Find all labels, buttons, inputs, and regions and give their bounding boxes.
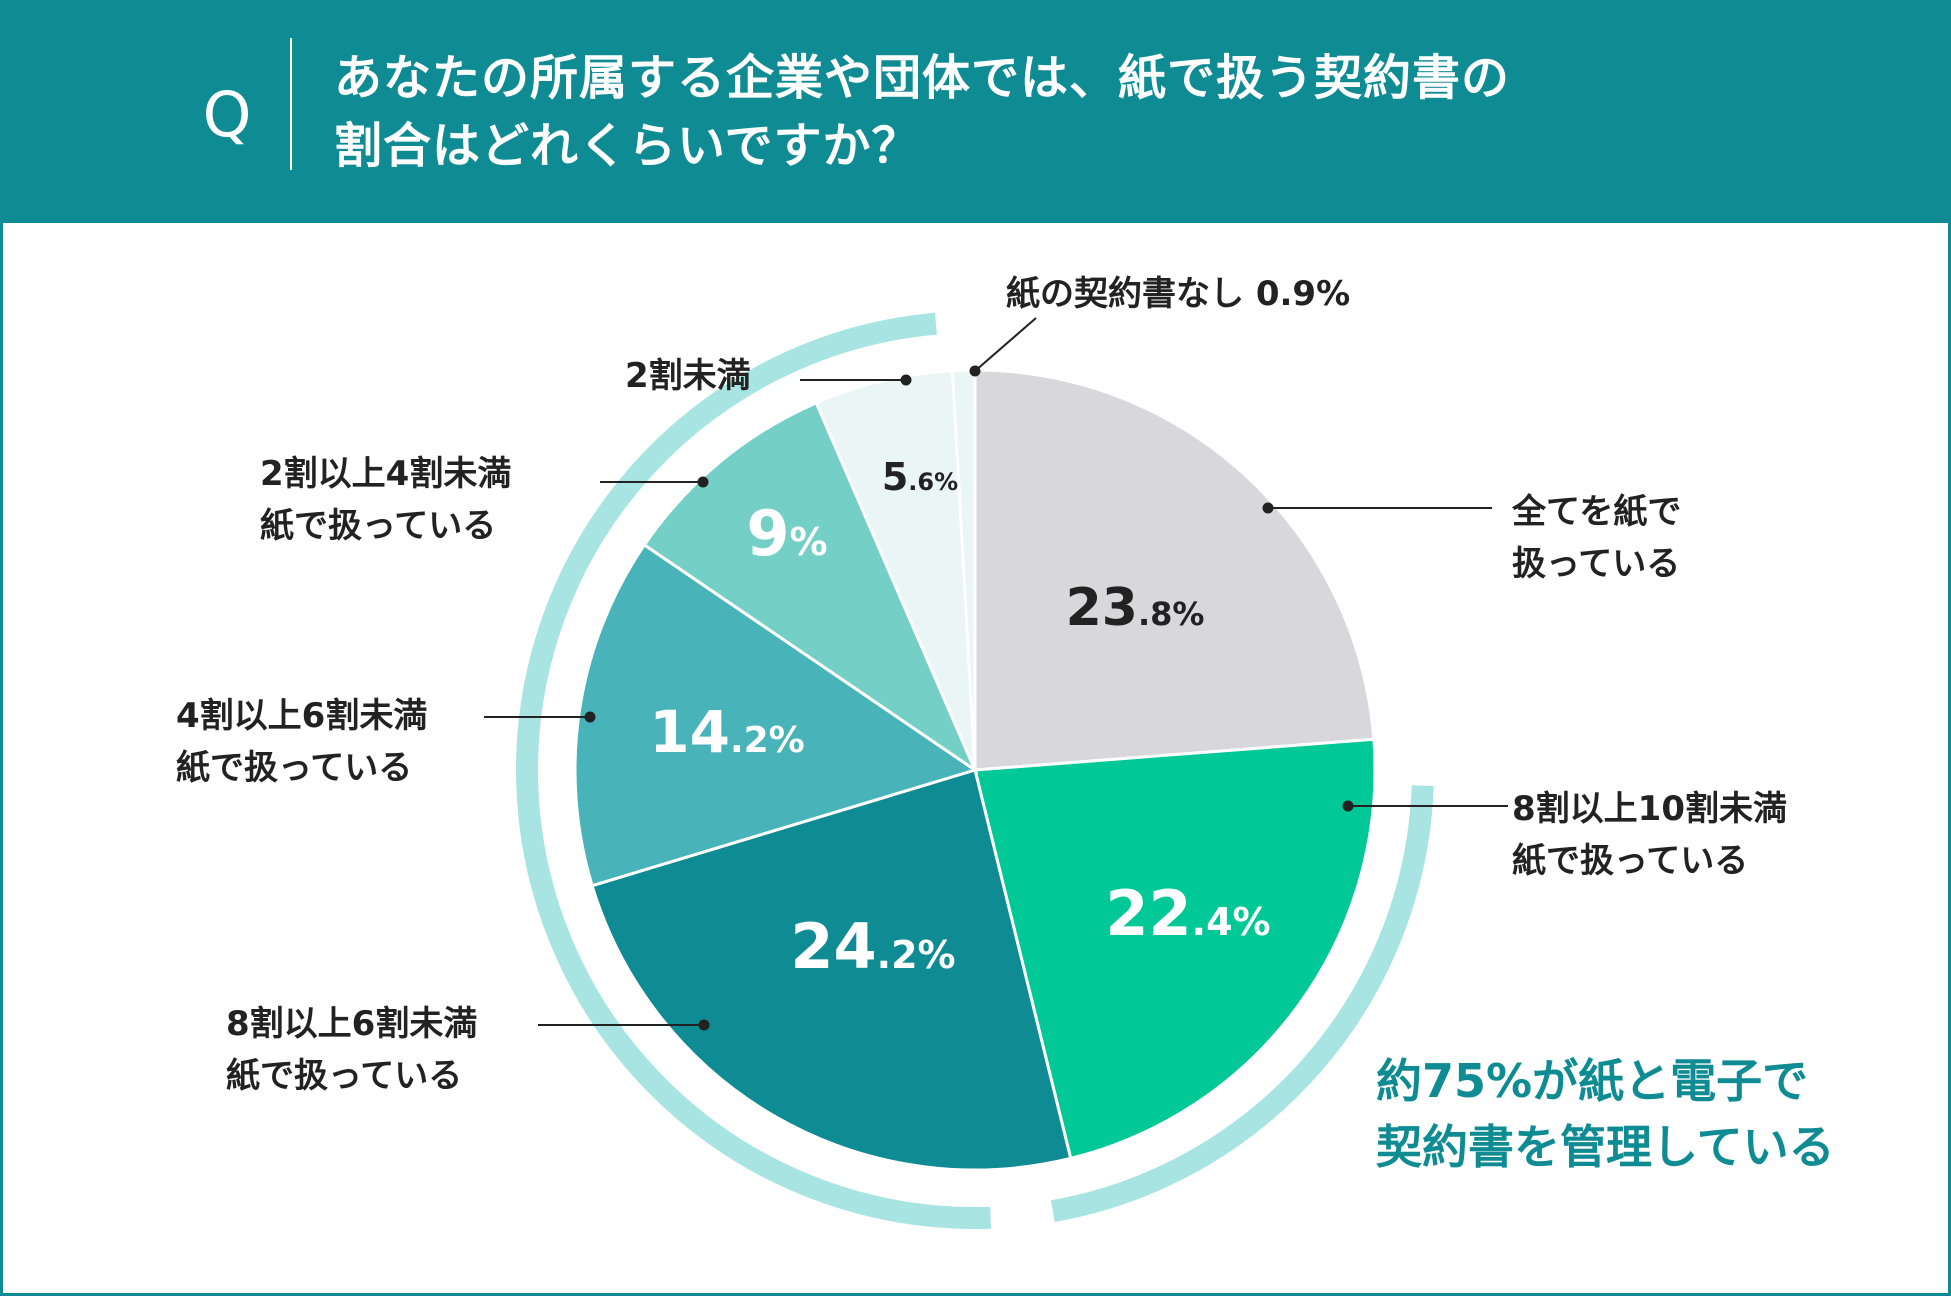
slice-label-4: 2割以上4割未満 紙で扱っている bbox=[260, 454, 512, 546]
pie-slice-3 bbox=[573, 542, 979, 888]
slice-value-1: 22.4% bbox=[1105, 877, 1270, 950]
leader-dot-1 bbox=[1342, 800, 1354, 812]
slice-value-2: 24.2% bbox=[790, 910, 955, 983]
highlight-arc-left bbox=[515, 312, 992, 1229]
slice-value-3: 14.2% bbox=[649, 698, 805, 766]
slice-label-2: 8割以上6割未満 紙で扱っている bbox=[226, 1004, 478, 1096]
leader-dot-0 bbox=[1262, 502, 1274, 514]
callout-text: 約75%が紙と電子で 契約書を管理している bbox=[1376, 1054, 1835, 1174]
slice-label-6: 紙の契約書なし 0.9% bbox=[1006, 274, 1351, 314]
leader-dot-4 bbox=[697, 476, 709, 488]
slice-label-0: 全てを紙で 扱っている bbox=[1512, 492, 1682, 584]
slice-value-5: 5.6% bbox=[882, 455, 958, 499]
pie-slice-0 bbox=[973, 368, 1376, 772]
highlight-arc-right bbox=[1050, 785, 1434, 1223]
pie-slice-1 bbox=[973, 737, 1377, 1161]
header-divider bbox=[290, 38, 292, 170]
leader-dot-5 bbox=[900, 374, 912, 386]
question-mark-icon: Q bbox=[202, 78, 252, 151]
pie-slice-2 bbox=[590, 768, 1073, 1172]
slice-label-3: 4割以上6割未満 紙で扱っている bbox=[176, 696, 428, 788]
leader-dot-2 bbox=[698, 1019, 710, 1031]
leader-dot-3 bbox=[584, 711, 596, 723]
question-title: あなたの所属する企業や団体では、紙で扱う契約書の 割合はどれくらいですか？ bbox=[334, 50, 1511, 174]
question-header: Q あなたの所属する企業や団体では、紙で扱う契約書の 割合はどれくらいですか？ bbox=[0, 0, 1951, 223]
slice-value-4: 9% bbox=[746, 497, 827, 570]
leader-dot-6 bbox=[969, 365, 981, 377]
leader-line-6 bbox=[974, 317, 1037, 372]
pie-slice-4 bbox=[642, 400, 979, 775]
slice-label-1: 8割以上10割未満 紙で扱っている bbox=[1512, 789, 1787, 881]
slice-label-5: 2割未満 bbox=[625, 356, 751, 396]
slice-value-0: 23.8% bbox=[1066, 578, 1205, 638]
